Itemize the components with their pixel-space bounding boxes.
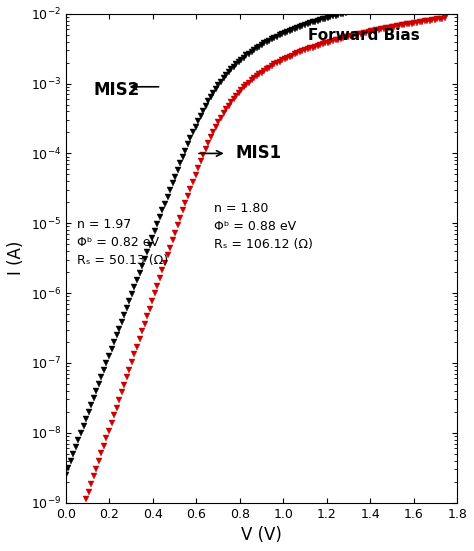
X-axis label: V (V): V (V): [241, 526, 282, 544]
Y-axis label: I (A): I (A): [7, 241, 25, 276]
Text: n = 1.97
Φᵇ = 0.82 eV
Rₛ = 50.13 (Ω): n = 1.97 Φᵇ = 0.82 eV Rₛ = 50.13 (Ω): [77, 218, 168, 267]
Text: n = 1.80
Φᵇ = 0.88 eV
Rₛ = 106.12 (Ω): n = 1.80 Φᵇ = 0.88 eV Rₛ = 106.12 (Ω): [214, 202, 312, 251]
Text: MIS1: MIS1: [235, 144, 282, 163]
Text: Forward Bias: Forward Bias: [309, 29, 420, 44]
Text: MIS2: MIS2: [94, 82, 140, 99]
